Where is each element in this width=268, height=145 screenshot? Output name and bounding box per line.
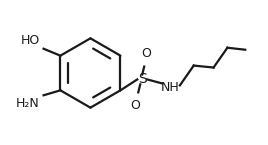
Text: S: S xyxy=(138,72,147,86)
Text: O: O xyxy=(130,99,140,112)
Text: O: O xyxy=(141,47,151,60)
Text: NH: NH xyxy=(161,81,179,94)
Text: HO: HO xyxy=(20,34,40,47)
Text: H₂N: H₂N xyxy=(16,97,40,110)
